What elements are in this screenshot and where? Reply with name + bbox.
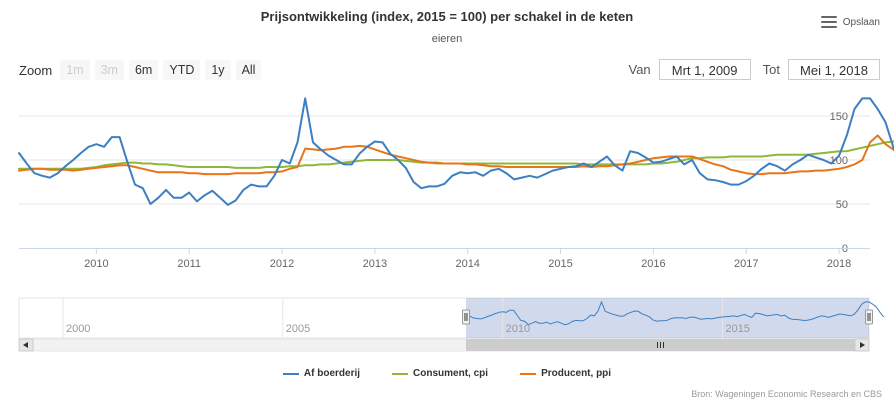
scrollbar[interactable] [18,338,870,352]
x-tick-label-4: 2014 [455,258,479,270]
export-label: Opslaan [842,16,880,28]
legend-item-farm[interactable]: Af boerderij [282,368,361,379]
legend-label-consumer: Consument, cpi [413,368,489,379]
y-tick-label-1: 50 [836,199,848,211]
zoom-label: Zoom [19,62,53,78]
zoom-all-button[interactable]: All [235,60,262,80]
navigator-handle-right[interactable] [865,309,873,325]
range-to-label: Tot [762,62,780,77]
x-tick-label-5: 2015 [548,258,572,270]
navigator-series [465,300,885,326]
zoom-3m-button[interactable]: 3m [94,60,124,80]
zoom-1y-button[interactable]: 1y [205,60,231,80]
legend-swatch-producer [520,372,537,375]
zoom-selector: Zoom 1m 3m 6m YTD 1y All [19,60,266,80]
range-from-label: Van [628,62,651,77]
x-tick-label-6: 2016 [641,258,665,270]
series-line-farm [18,97,894,206]
navigator-tick-label-1: 2005 [286,323,310,335]
navigator-handle-left[interactable] [461,309,470,325]
legend-label-producer: Producent, ppi [541,368,612,379]
legend-label-farm: Af boerderij [303,368,361,379]
series-line-producer [18,134,894,176]
export-button[interactable]: Opslaan [820,16,880,28]
date-range: Van Mrt 1, 2009 Tot Mei 1, 2018 [628,59,880,80]
navigator-tick-label-2: 2010 [506,323,530,335]
scrollbar-right-arrow-icon [860,342,865,348]
zoom-1m-button[interactable]: 1m [60,60,90,80]
x-tick-label-1: 2011 [177,258,201,270]
legend-swatch-consumer [392,372,409,375]
legend-item-consumer[interactable]: Consument, cpi [392,368,488,379]
hamburger-menu-icon [820,16,837,28]
zoom-ytd-button[interactable]: YTD [163,60,201,80]
navigator-frame [18,297,870,339]
y-tick-label-2: 100 [830,155,848,167]
zoom-6m-button[interactable]: 6m [128,60,159,80]
legend-swatch-farm [282,372,299,375]
navigator-tick-label-3: 2015 [725,323,749,335]
legend: Af boerderij Consument, cpi Producent, p… [0,368,894,379]
navigator-tick-label-0: 2000 [66,323,90,335]
x-tick-label-3: 2013 [363,258,387,270]
range-to-input[interactable]: Mei 1, 2018 [788,59,880,80]
credits: Bron: Wageningen Economic Research en CB… [691,389,882,399]
x-tick-label-7: 2017 [734,258,758,270]
chart-subtitle: eieren [431,33,463,45]
navigator-selection [465,298,869,338]
range-from-input[interactable]: Mrt 1, 2009 [658,59,751,80]
series-line-consumer [18,140,894,170]
legend-item-producer[interactable]: Producent, ppi [520,368,611,379]
x-tick-label-0: 2010 [84,258,108,270]
x-tick-label-2: 2012 [270,258,294,270]
scrollbar-left-arrow-icon [23,342,28,348]
x-tick-label-8: 2018 [827,258,851,270]
y-tick-label-3: 150 [830,111,848,123]
chart-title: Prijsontwikkeling (index, 2015 = 100) pe… [260,9,634,24]
